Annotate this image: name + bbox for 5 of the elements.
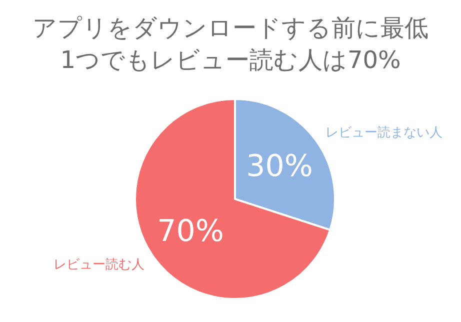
data-label: 70% [157, 214, 224, 249]
slice-label: レビュー読む人 [53, 257, 144, 272]
data-label: 30% [246, 149, 313, 184]
slice-label: レビュー読まない人 [326, 126, 443, 141]
chart-title: アプリをダウンロードする前に最低1つでもレビュー読む人は70% [32, 13, 430, 76]
